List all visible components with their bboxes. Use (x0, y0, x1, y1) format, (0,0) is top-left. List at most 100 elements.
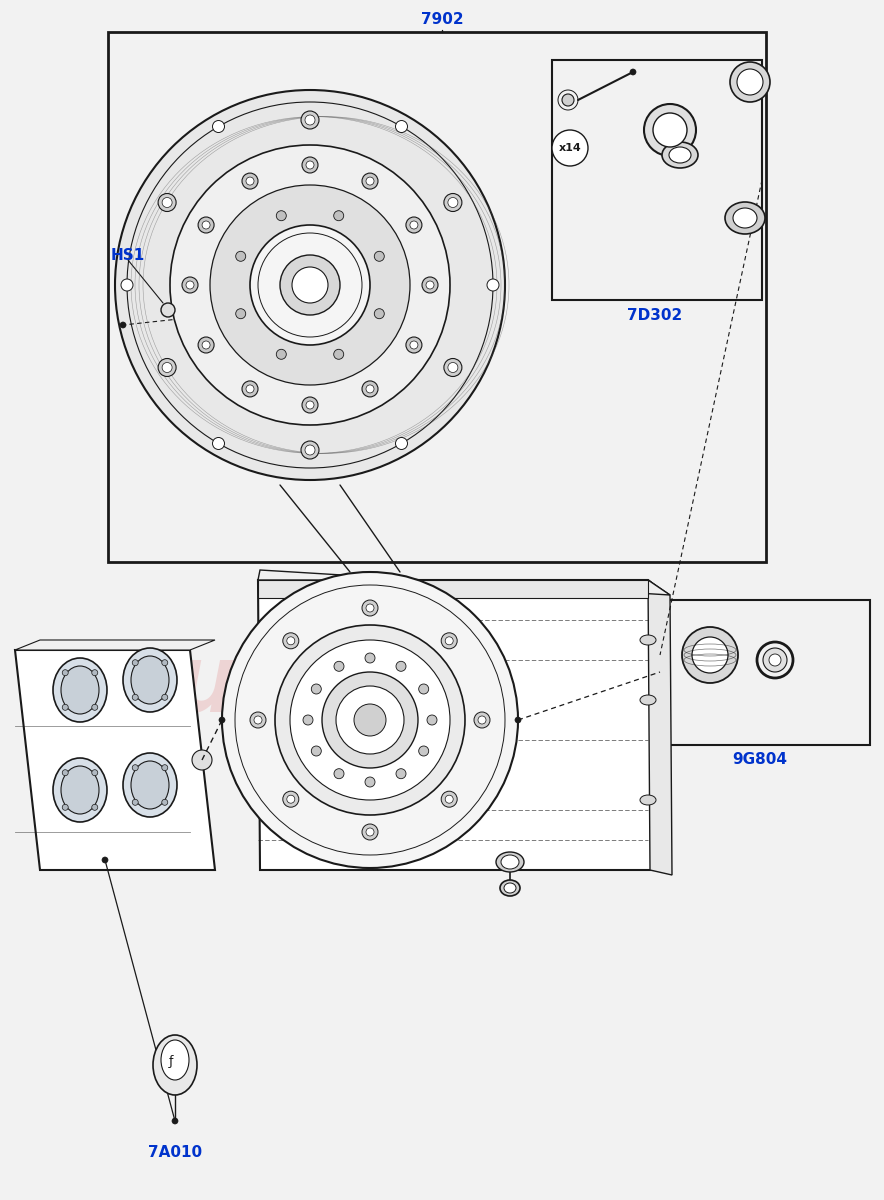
Circle shape (158, 359, 176, 377)
Circle shape (305, 445, 315, 455)
Bar (490, 644, 512, 666)
Circle shape (301, 440, 319, 458)
Circle shape (212, 438, 225, 450)
Bar (600, 666, 622, 688)
Bar (600, 622, 622, 644)
Circle shape (769, 654, 781, 666)
Circle shape (303, 715, 313, 725)
Bar (600, 754, 622, 776)
Circle shape (254, 716, 262, 724)
Circle shape (362, 380, 378, 397)
Circle shape (333, 349, 344, 359)
Circle shape (133, 764, 138, 770)
Ellipse shape (662, 142, 698, 168)
Ellipse shape (250, 226, 370, 346)
Circle shape (277, 211, 286, 221)
Circle shape (441, 632, 457, 649)
Circle shape (92, 704, 98, 710)
Circle shape (133, 799, 138, 805)
Circle shape (419, 684, 429, 694)
Bar (578, 688, 600, 710)
Bar (556, 666, 578, 688)
Ellipse shape (115, 90, 505, 480)
Ellipse shape (53, 658, 107, 722)
Circle shape (374, 308, 385, 319)
Circle shape (162, 695, 168, 701)
Circle shape (406, 217, 422, 233)
Ellipse shape (275, 625, 465, 815)
Text: 9G804: 9G804 (733, 752, 788, 767)
Circle shape (311, 746, 321, 756)
Text: x14: x14 (559, 143, 582, 152)
Circle shape (277, 349, 286, 359)
Bar (556, 622, 578, 644)
Ellipse shape (640, 794, 656, 805)
Ellipse shape (640, 635, 656, 646)
Circle shape (446, 796, 453, 803)
Ellipse shape (500, 880, 520, 896)
Text: 7A010: 7A010 (148, 1145, 202, 1160)
Ellipse shape (210, 185, 410, 385)
Ellipse shape (131, 761, 169, 809)
Text: HS1: HS1 (110, 248, 145, 263)
Circle shape (62, 704, 68, 710)
Ellipse shape (292, 266, 328, 302)
Circle shape (283, 632, 299, 649)
Circle shape (730, 62, 770, 102)
Bar (578, 644, 600, 666)
Circle shape (478, 716, 486, 724)
Circle shape (410, 341, 418, 349)
Circle shape (366, 178, 374, 185)
Ellipse shape (496, 852, 524, 872)
Bar (622, 600, 644, 622)
Ellipse shape (354, 704, 386, 736)
Circle shape (306, 401, 314, 409)
Text: car: car (60, 720, 178, 786)
Circle shape (653, 113, 687, 146)
Circle shape (362, 824, 378, 840)
Bar (622, 688, 644, 710)
Circle shape (362, 173, 378, 190)
Circle shape (444, 359, 462, 377)
Circle shape (441, 791, 457, 808)
Bar (622, 732, 644, 754)
Ellipse shape (61, 766, 99, 814)
Circle shape (182, 277, 198, 293)
Circle shape (410, 221, 418, 229)
Bar (644, 622, 666, 644)
Ellipse shape (280, 254, 340, 314)
Circle shape (426, 281, 434, 289)
Circle shape (62, 804, 68, 810)
Circle shape (62, 769, 68, 775)
Bar (578, 732, 600, 754)
Ellipse shape (322, 672, 418, 768)
Circle shape (306, 161, 314, 169)
Circle shape (427, 715, 437, 725)
Circle shape (250, 712, 266, 728)
Ellipse shape (336, 686, 404, 754)
Circle shape (362, 600, 378, 616)
Circle shape (162, 660, 168, 666)
Circle shape (737, 68, 763, 95)
Polygon shape (258, 580, 648, 598)
Ellipse shape (222, 572, 518, 868)
Circle shape (92, 670, 98, 676)
Polygon shape (258, 570, 670, 595)
Circle shape (202, 341, 210, 349)
Bar (512, 754, 534, 776)
Ellipse shape (153, 1034, 197, 1094)
Circle shape (396, 769, 406, 779)
Polygon shape (648, 580, 672, 875)
Polygon shape (15, 650, 215, 870)
Ellipse shape (53, 758, 107, 822)
Bar (534, 688, 556, 710)
Bar (556, 710, 578, 732)
Circle shape (395, 120, 408, 132)
Circle shape (366, 828, 374, 836)
Bar (512, 622, 534, 644)
Circle shape (763, 648, 787, 672)
Ellipse shape (161, 1040, 189, 1080)
Circle shape (301, 110, 319, 128)
Circle shape (286, 796, 294, 803)
Bar (490, 688, 512, 710)
